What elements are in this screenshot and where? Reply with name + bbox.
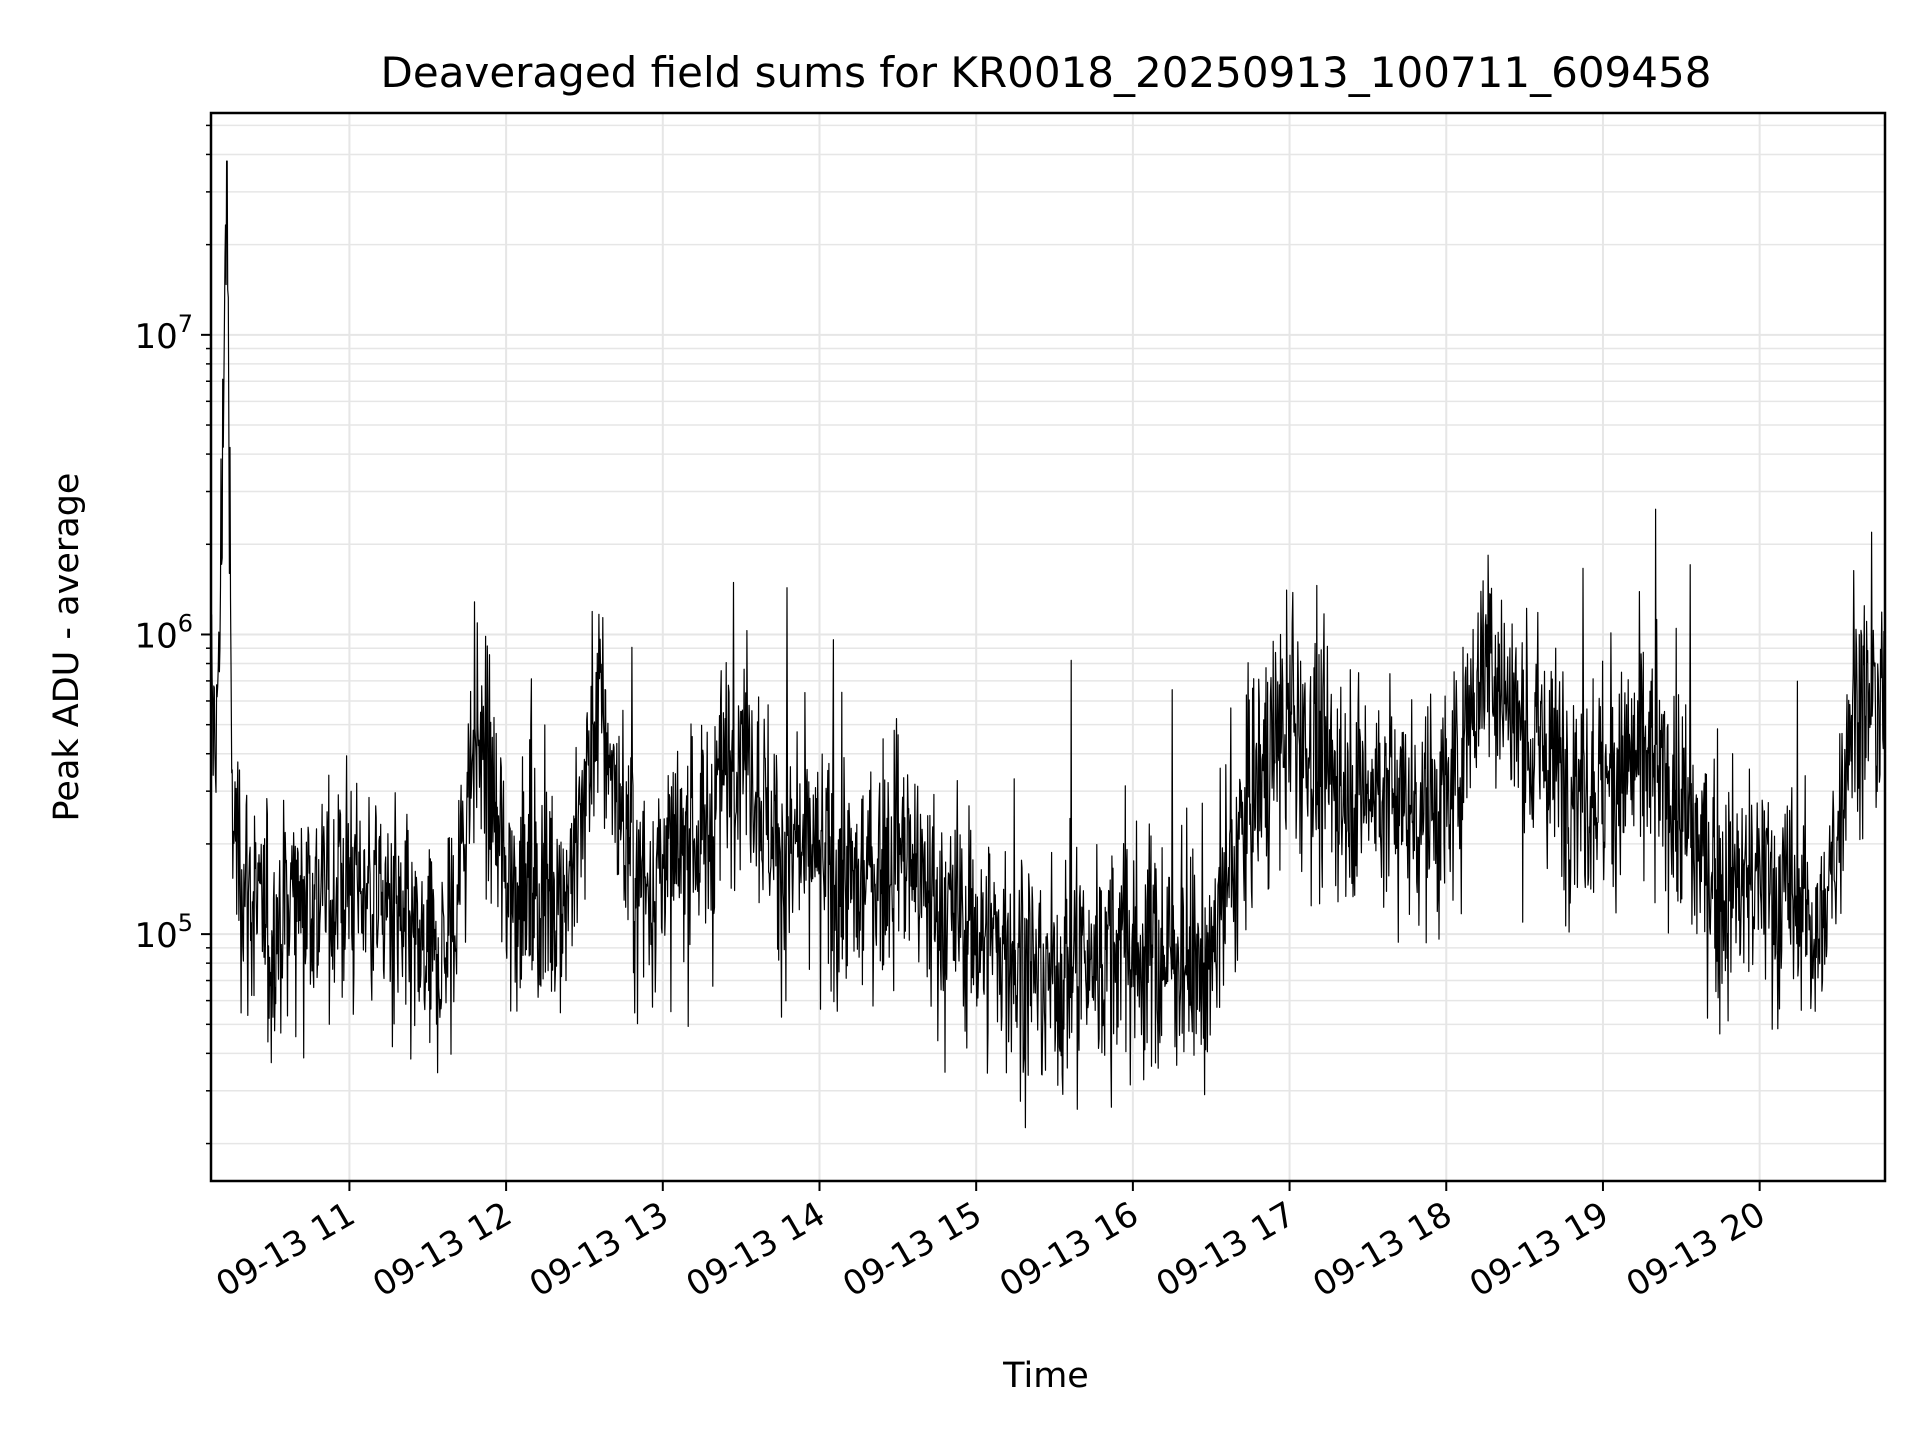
y-tick-label: 106 (134, 609, 193, 656)
series-line (210, 160, 1886, 1129)
chart-title: Deaveraged field sums for KR0018_2025091… (381, 48, 1712, 97)
x-axis-label: Time (1002, 1356, 1089, 1396)
series-layer (210, 160, 1886, 1129)
y-tick-label: 105 (134, 909, 193, 956)
y-tick-label: 107 (134, 310, 193, 357)
y-axis-label: Peak ADU - average (47, 473, 87, 822)
plot-frame (209, 111, 1887, 1183)
y-axis: 105 106 107 (134, 124, 211, 1145)
